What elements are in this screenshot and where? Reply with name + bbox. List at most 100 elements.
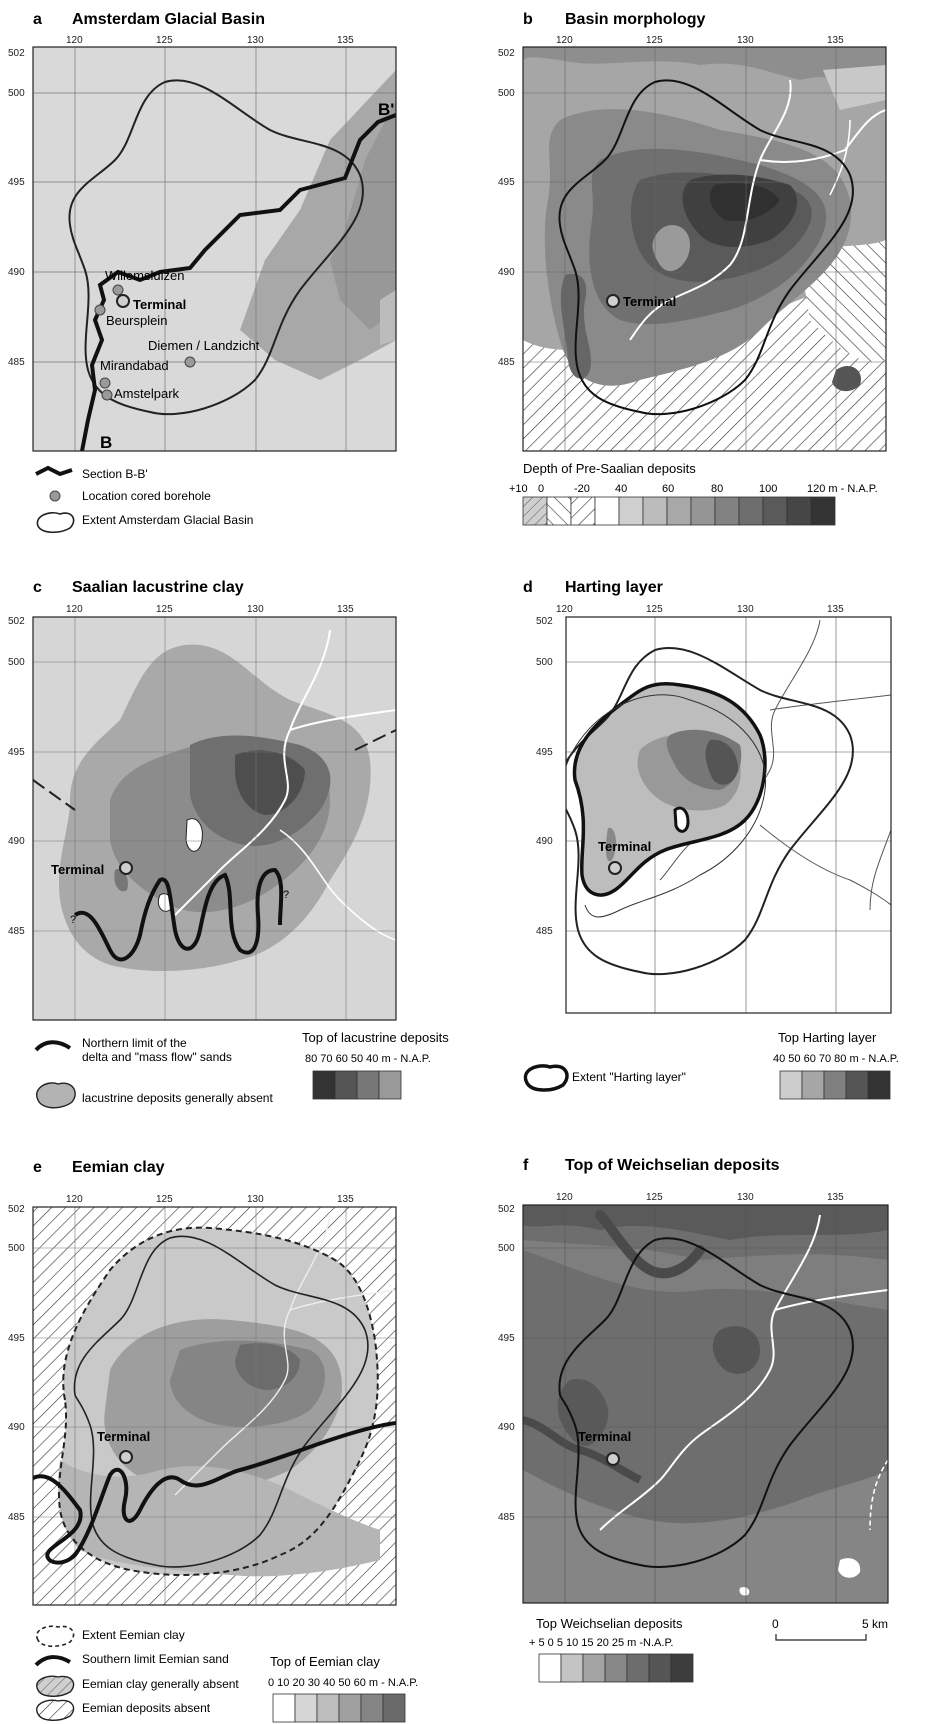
y-tick: 502 xyxy=(8,48,25,59)
legend-e-clay-absent-icon xyxy=(36,1675,75,1697)
place-diemen: Diemen / Landzicht xyxy=(148,338,260,353)
borehole-mirandabad xyxy=(99,377,111,389)
place-willemsluizen: Willemsluizen xyxy=(105,268,184,283)
svg-text:100: 100 xyxy=(759,483,777,495)
southern-limit-line xyxy=(33,1421,396,1565)
legend-section-line xyxy=(35,465,73,477)
panel-b-letter: b xyxy=(523,11,533,28)
x-tick: 120 xyxy=(556,35,573,46)
legend-b-scale-labels: +10 0 -20 40 60 80 100 120 m - N.A.P. xyxy=(509,483,878,495)
svg-text:+10: +10 xyxy=(509,483,528,495)
y-tick: 485 xyxy=(536,926,553,937)
y-tick: 485 xyxy=(8,1512,25,1523)
place-terminal-e: Terminal xyxy=(97,1429,150,1444)
panel-c-legend: Northern limit of the delta and "mass fl… xyxy=(34,1030,449,1109)
legend-e-extent-icon xyxy=(35,1625,75,1648)
basin-extent-b xyxy=(558,79,854,416)
panel-a-letter: a xyxy=(33,11,42,28)
basin-extent xyxy=(68,79,364,416)
x-tick: 125 xyxy=(646,604,663,615)
x-tick: 130 xyxy=(737,35,754,46)
y-tick: 502 xyxy=(498,1204,515,1215)
scale-bar-zero: 0 xyxy=(772,1617,779,1631)
place-beursplein: Beursplein xyxy=(106,313,167,328)
legend-f-scale: + 5 0 5 10 15 20 25 m -N.A.P. xyxy=(529,1637,673,1649)
y-tick: 485 xyxy=(8,926,25,937)
panel-c-letter: c xyxy=(33,579,42,596)
y-tick: 490 xyxy=(8,836,25,847)
panel-d-legend: Extent "Harting layer" Top Harting layer… xyxy=(523,1030,899,1100)
y-tick: 495 xyxy=(8,177,25,188)
terminal-marker-b xyxy=(606,294,620,308)
y-tick: 495 xyxy=(498,177,515,188)
legend-northern-limit-icon xyxy=(34,1040,72,1052)
terminal-marker-a xyxy=(116,294,130,308)
panel-f-frame xyxy=(522,1204,889,1604)
legend-e-deposits-absent-icon xyxy=(36,1699,75,1721)
panel-f-title: Top of Weichselian deposits xyxy=(565,1157,780,1174)
borehole-willemsluizen xyxy=(112,284,124,296)
panel-b-ticks: 120 125 130 135 502 500 495 490 485 xyxy=(498,35,844,368)
panel-d: d Harting layer xyxy=(523,579,899,1100)
x-tick: 135 xyxy=(827,35,844,46)
svg-text:120 m - N.A.P.: 120 m - N.A.P. xyxy=(807,483,878,495)
y-tick: 502 xyxy=(536,616,553,627)
panel-c-map: ? ? Terminal xyxy=(33,617,396,1020)
legend-f-title: Top Weichselian deposits xyxy=(536,1616,683,1631)
y-tick: 500 xyxy=(498,88,515,99)
x-tick: 120 xyxy=(556,604,573,615)
label-b: B xyxy=(100,433,112,452)
borehole-diemen xyxy=(184,356,196,368)
legend-extent-icon xyxy=(36,511,75,534)
y-tick: 502 xyxy=(498,48,515,59)
legend-d-title: Top Harting layer xyxy=(778,1030,877,1045)
x-tick: 135 xyxy=(827,604,844,615)
x-tick: 130 xyxy=(737,1192,754,1203)
panel-b-map: Terminal xyxy=(523,47,886,451)
place-amstelpark: Amstelpark xyxy=(114,386,180,401)
legend-harting-icon xyxy=(523,1064,569,1092)
y-tick: 500 xyxy=(8,657,25,668)
basin-extent-f xyxy=(558,1237,854,1568)
section-b-b xyxy=(80,113,396,451)
x-tick: 120 xyxy=(66,1194,83,1205)
y-tick: 495 xyxy=(8,747,25,758)
x-tick: 135 xyxy=(337,35,354,46)
panel-a-ticks: 120 125 130 135 502 500 495 490 485 xyxy=(8,35,354,368)
panel-f: f Top of Weichselian deposits xyxy=(498,1157,889,1683)
label-b-prime: B' xyxy=(378,100,394,119)
panel-a: a Amsterdam Glacial Basin xyxy=(8,11,397,534)
x-tick: 120 xyxy=(66,35,83,46)
svg-text:60: 60 xyxy=(662,483,674,495)
panel-b-frame xyxy=(522,46,887,452)
scale-bar-5km: 5 km xyxy=(862,1617,888,1631)
terminal-marker-c xyxy=(119,861,133,875)
x-tick: 130 xyxy=(247,1194,264,1205)
legend-e-title: Top of Eemian clay xyxy=(270,1654,380,1669)
x-tick: 130 xyxy=(737,604,754,615)
boreholes xyxy=(94,284,196,401)
legend-e-clay-absent: Eemian clay generally absent xyxy=(82,1677,239,1691)
panel-e-map: Terminal xyxy=(33,1207,396,1605)
legend-d-swatches xyxy=(779,1070,891,1100)
panel-c-frame xyxy=(32,616,397,1021)
northern-limit-line xyxy=(73,867,284,962)
y-tick: 502 xyxy=(8,1204,25,1215)
harting-extent xyxy=(572,682,767,897)
legend-c-title: Top of lacustrine deposits xyxy=(302,1030,449,1045)
legend-section: Section B-B' xyxy=(82,467,148,481)
panel-f-map: Terminal xyxy=(523,1205,888,1603)
borehole-beursplein xyxy=(94,304,106,316)
panel-b-legend: Depth of Pre-Saalian deposits +10 0 -20 … xyxy=(509,461,878,526)
svg-text:-20: -20 xyxy=(574,483,590,495)
panel-e-title: Eemian clay xyxy=(72,1159,165,1176)
x-tick: 120 xyxy=(66,604,83,615)
x-tick: 125 xyxy=(646,35,663,46)
legend-c-swatches xyxy=(312,1070,402,1100)
terminal-marker-f xyxy=(606,1452,620,1466)
borehole-amstelpark xyxy=(101,389,113,401)
place-terminal-b: Terminal xyxy=(623,294,676,309)
panel-f-ticks: 120 125 130 135 502 500 495 490 485 xyxy=(498,1192,844,1523)
legend-e-southern-icon xyxy=(34,1655,72,1667)
